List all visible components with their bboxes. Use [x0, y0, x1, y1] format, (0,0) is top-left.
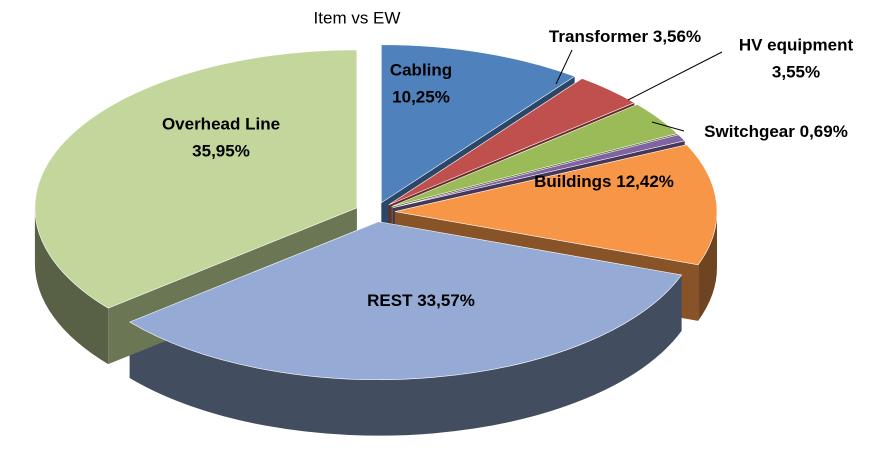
category-label: Cabling	[390, 60, 452, 79]
slice-side	[129, 274, 682, 436]
slice	[381, 44, 576, 204]
data-label: Transformer 3,56%	[549, 27, 701, 46]
slice	[394, 144, 718, 266]
category-label: Buildings	[534, 172, 611, 191]
value-label: 33,57%	[417, 291, 475, 310]
slice	[388, 78, 636, 206]
slice	[391, 104, 678, 207]
leader-line	[627, 51, 723, 101]
value-label: 0,69%	[800, 122, 848, 141]
category-label: Transformer	[549, 27, 649, 46]
category-label: HV equipment	[739, 35, 854, 54]
value-label: 35,95%	[192, 141, 250, 160]
slice	[129, 221, 683, 380]
data-labels: Cabling 10,25% Transformer 3,56% HV equipme…	[162, 27, 854, 310]
category-label: Overhead Line	[162, 114, 280, 133]
category-label: Switchgear	[704, 122, 795, 141]
chart-title: Item vs EW	[314, 8, 401, 27]
leader-line	[651, 121, 685, 132]
slice-tops	[34, 44, 718, 380]
value-label: 3,55%	[772, 62, 820, 81]
slice	[34, 49, 358, 309]
leader-line	[555, 49, 573, 85]
category-label: REST	[367, 291, 413, 310]
slice-side	[34, 207, 109, 365]
data-label: REST 33,57%	[367, 291, 475, 310]
value-label: 12,42%	[616, 172, 674, 191]
value-label: 10,25%	[392, 87, 450, 106]
data-label: Buildings 12,42%	[534, 172, 674, 191]
data-label: Switchgear 0,69%	[704, 122, 848, 141]
slice	[392, 134, 686, 208]
value-label: 3,56%	[653, 27, 701, 46]
